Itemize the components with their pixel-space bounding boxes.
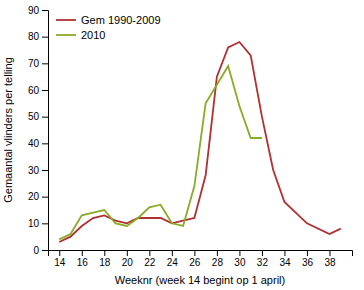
chart: 14 16 18 20 22 24 26 28 30 32 34 36 38 0 10 20 30 40 50 60 7… xyxy=(0,0,364,290)
axis-line xyxy=(49,251,353,257)
tick-label: 34 xyxy=(279,257,291,268)
tick-mark xyxy=(59,250,60,256)
tick-label: 28 xyxy=(212,257,224,268)
legend-swatch xyxy=(56,34,76,36)
tick-mark xyxy=(217,250,218,256)
tick-mark xyxy=(104,250,105,256)
tick-mark xyxy=(127,250,128,256)
tick-label: 30 xyxy=(234,257,246,268)
tick-mark xyxy=(284,250,285,256)
tick-mark xyxy=(262,250,263,256)
tick-label: 20 xyxy=(122,257,134,268)
axis-line xyxy=(42,11,49,251)
tick-mark xyxy=(42,250,48,251)
tick: 0 xyxy=(33,245,48,256)
tick-label: 32 xyxy=(257,257,269,268)
tick-label: 20 xyxy=(28,191,40,202)
tick: 36 xyxy=(302,250,314,268)
tick: 50 xyxy=(28,111,48,122)
tick-mark xyxy=(42,37,48,38)
tick: 38 xyxy=(324,250,336,268)
tick-label: 22 xyxy=(144,257,156,268)
tick-mark xyxy=(307,250,308,256)
y-axis-title: Gemaantal vlinders per telling xyxy=(2,57,14,203)
tick-mark xyxy=(42,90,48,91)
tick-mark xyxy=(82,250,83,256)
tick-mark xyxy=(42,197,48,198)
tick-label: 80 xyxy=(28,31,40,42)
tick-label: 10 xyxy=(28,218,40,229)
tick-mark xyxy=(42,63,48,64)
tick: 16 xyxy=(77,250,89,268)
tick: 10 xyxy=(28,218,48,229)
tick: 32 xyxy=(257,250,269,268)
tick-mark xyxy=(239,250,240,256)
tick: 20 xyxy=(28,191,48,202)
tick: 40 xyxy=(28,138,48,149)
series-line xyxy=(59,42,340,242)
tick: 24 xyxy=(167,250,179,268)
tick-mark xyxy=(42,143,48,144)
plot: 14 16 18 20 22 24 26 28 30 32 34 36 38 0 10 20 30 40 50 60 7… xyxy=(28,5,353,268)
tick: 34 xyxy=(279,250,291,268)
tick: 28 xyxy=(212,250,224,268)
tick: 80 xyxy=(28,31,48,42)
tick: 14 xyxy=(54,250,66,268)
tick-mark xyxy=(194,250,195,256)
tick-label: 38 xyxy=(324,257,336,268)
tick: 30 xyxy=(234,250,246,268)
legend-item: 2010 xyxy=(56,29,105,41)
legend: Gem 1990-2009 2010 xyxy=(56,14,161,41)
series-group xyxy=(59,42,340,242)
tick-label: 90 xyxy=(28,5,40,16)
legend-item: Gem 1990-2009 xyxy=(56,14,161,26)
tick: 70 xyxy=(28,58,48,69)
tick-label: 30 xyxy=(28,165,40,176)
tick: 20 xyxy=(122,250,134,268)
legend-label: 2010 xyxy=(81,29,105,41)
tick-mark xyxy=(172,250,173,256)
tick-label: 70 xyxy=(28,58,40,69)
tick: 26 xyxy=(189,250,201,268)
series-line xyxy=(59,66,262,239)
tick: 90 xyxy=(28,5,48,16)
y-axis: 0 10 20 30 40 50 60 70 80 90 xyxy=(28,5,49,256)
tick-label: 24 xyxy=(167,257,179,268)
x-axis-title: Weeknr (week 14 begint op 1 april) xyxy=(115,274,285,286)
tick-mark xyxy=(42,170,48,171)
tick-mark xyxy=(42,117,48,118)
tick-label: 18 xyxy=(99,257,111,268)
tick-mark xyxy=(329,250,330,256)
tick-label: 16 xyxy=(77,257,89,268)
tick: 22 xyxy=(144,250,156,268)
tick-label: 40 xyxy=(28,138,40,149)
tick-label: 26 xyxy=(189,257,201,268)
tick-label: 14 xyxy=(54,257,66,268)
x-axis: 14 16 18 20 22 24 26 28 30 32 34 36 38 xyxy=(49,250,353,268)
tick-label: 0 xyxy=(33,245,39,256)
tick: 18 xyxy=(99,250,111,268)
tick-label: 60 xyxy=(28,85,40,96)
tick-label: 36 xyxy=(302,257,314,268)
tick-label: 50 xyxy=(28,111,40,122)
tick-mark xyxy=(42,10,48,11)
tick: 30 xyxy=(28,165,48,176)
tick-mark xyxy=(149,250,150,256)
tick-mark xyxy=(42,223,48,224)
legend-swatch xyxy=(56,19,76,21)
legend-label: Gem 1990-2009 xyxy=(81,14,161,26)
tick: 60 xyxy=(28,85,48,96)
